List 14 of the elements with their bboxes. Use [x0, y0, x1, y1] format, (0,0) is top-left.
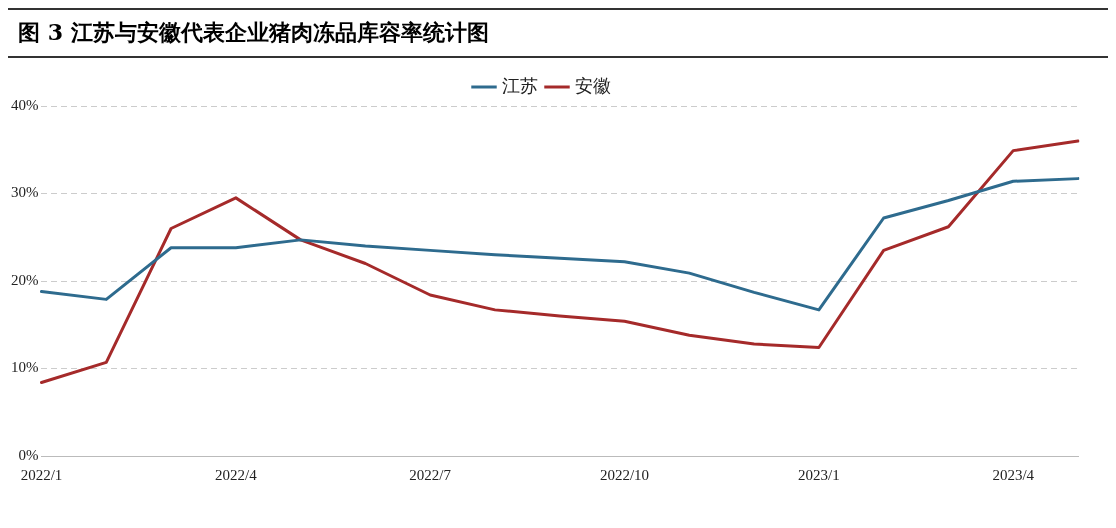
- y-tick-label: 0%: [18, 446, 39, 463]
- x-tick-label: 2022/10: [599, 466, 650, 483]
- y-tick-label: 30%: [11, 184, 39, 201]
- y-tick-label: 20%: [11, 271, 39, 288]
- y-tick-label: 10%: [11, 359, 39, 376]
- legend-label: 安徽: [575, 74, 611, 96]
- chart-title: 图 3 江苏与安徽代表企业猪肉冻品库容率统计图: [18, 19, 489, 45]
- x-tick-label: 2022/7: [409, 466, 452, 483]
- x-tick-label: 2023/4: [992, 466, 1035, 483]
- x-tick-label: 2022/1: [20, 466, 63, 483]
- x-tick-label: 2022/4: [215, 466, 258, 483]
- x-tick-label: 2023/1: [798, 466, 840, 483]
- y-tick-label: 40%: [11, 96, 39, 113]
- legend-label: 江苏: [502, 74, 538, 96]
